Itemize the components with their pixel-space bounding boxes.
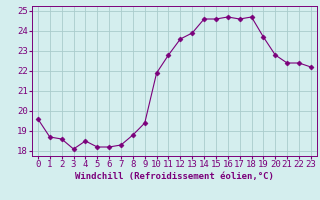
X-axis label: Windchill (Refroidissement éolien,°C): Windchill (Refroidissement éolien,°C) [75, 172, 274, 181]
